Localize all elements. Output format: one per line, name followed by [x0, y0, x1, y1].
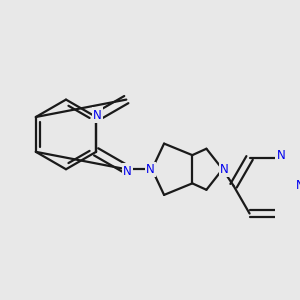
Text: N: N	[123, 165, 132, 178]
Text: N: N	[296, 179, 300, 192]
Text: N: N	[277, 149, 286, 162]
Text: N: N	[93, 109, 101, 122]
Text: N: N	[220, 163, 229, 176]
Text: N: N	[146, 163, 154, 176]
